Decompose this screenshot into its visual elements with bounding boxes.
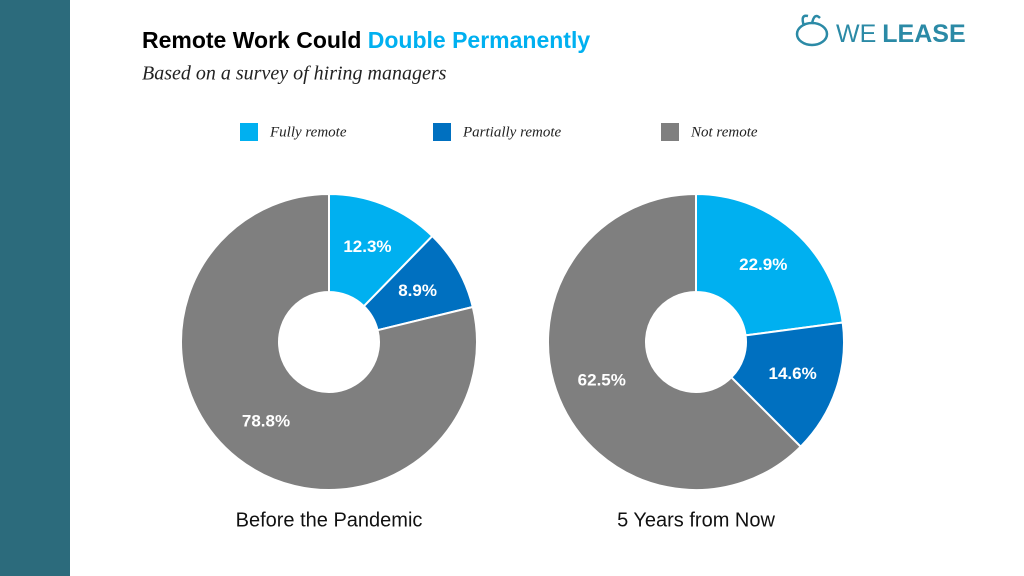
chart-caption: Before the Pandemic [236,509,423,531]
legend-swatch [433,123,451,141]
legend-label: Fully remote [269,124,347,140]
data-label: 14.6% [769,364,817,383]
subtitle: Based on a survey of hiring managers [142,63,447,85]
data-label: 22.9% [739,255,787,274]
legend-swatch [661,123,679,141]
chart-caption: 5 Years from Now [617,509,775,531]
chart-title: Remote Work Could Double Permanently [142,27,590,53]
legend-label: Not remote [690,124,758,140]
donut-segment [695,192,844,337]
title-highlight: Double Permanently [368,27,591,53]
donut-segment [547,192,803,491]
legend-label: Partially remote [462,124,562,140]
logo-we: WE [836,20,876,48]
legend-swatch [240,123,258,141]
donut-segment [729,321,845,449]
data-label: 8.9% [398,281,437,300]
data-label: 78.8% [242,412,290,431]
side-bar [0,0,70,576]
logo: WE LEASE [795,14,966,48]
title-part: Remote Work Could [142,27,361,53]
data-label: 62.5% [578,371,626,390]
donut-segment [328,192,434,308]
data-label: 12.3% [343,237,391,256]
donut-segment [180,192,478,491]
logo-text: WE LEASE [836,20,966,48]
logo-ears [801,14,821,27]
logo-lease: LEASE [882,20,965,48]
